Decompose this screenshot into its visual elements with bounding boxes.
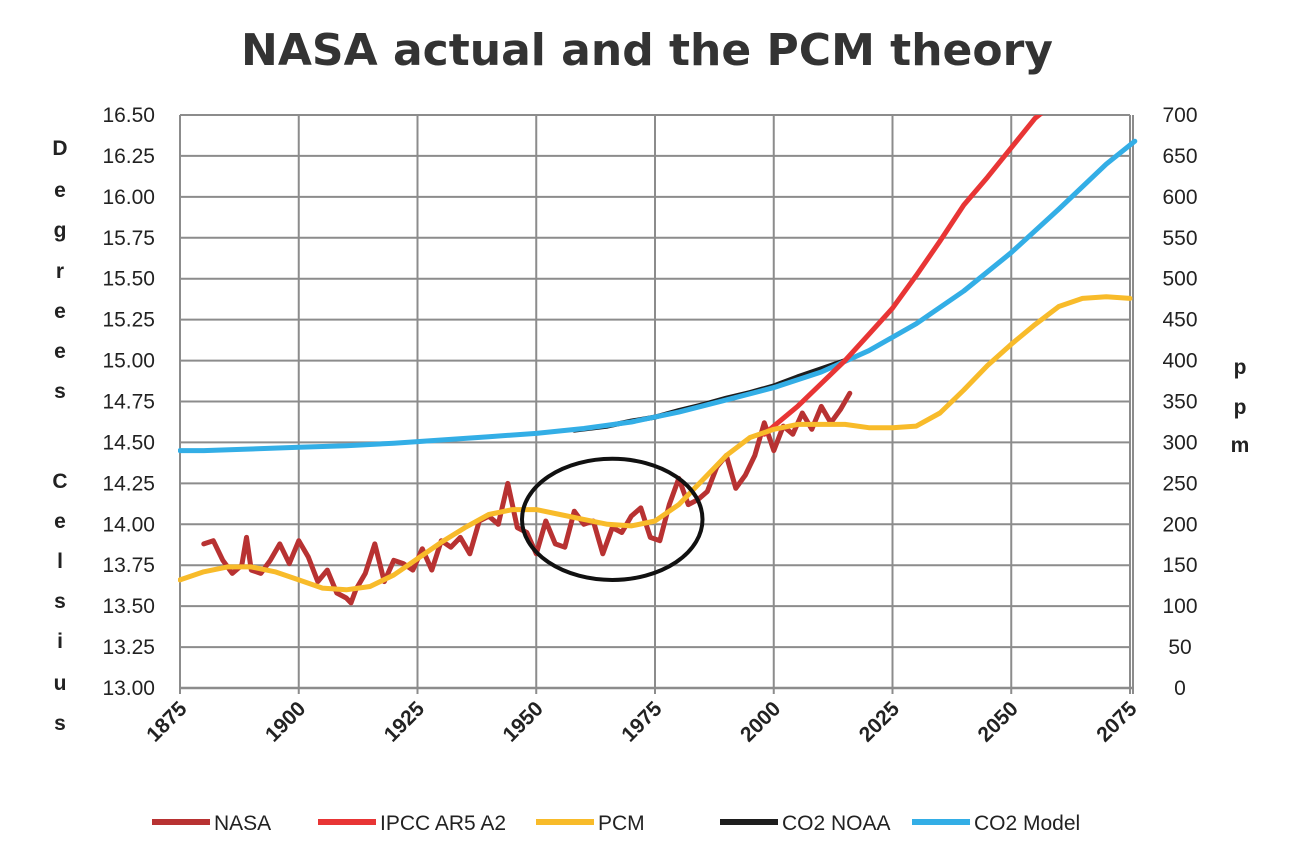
series-lines [178,115,1138,606]
right-tick-label: 450 [1162,309,1197,332]
legend-label: CO2 NOAA [782,812,891,835]
gridlines [179,114,1134,694]
left-axis-tick-labels: 13.00 13.25 13.50 13.75 14.00 14.25 14.50 14.75… [102,104,155,700]
left-axis-label-letter: e [54,510,66,533]
left-tick-label: 15.00 [102,350,155,373]
right-tick-label: 500 [1162,268,1197,291]
series-line-pcm [178,294,1133,593]
x-tick-label: 2000 [736,697,785,746]
right-tick-label: 650 [1162,145,1197,168]
left-tick-label: 13.00 [102,677,155,700]
x-tick-label: 2025 [855,697,905,747]
right-tick-label: 600 [1162,186,1197,209]
right-tick-label: 700 [1162,104,1197,127]
x-tick-label: 1875 [142,697,192,747]
legend-label: NASA [214,812,271,835]
left-tick-label: 13.75 [102,554,155,577]
legend-label: CO2 Model [974,812,1080,835]
legend-label: PCM [598,812,645,835]
left-axis-label-letter: s [54,712,66,735]
left-axis-label-letter: r [56,260,64,283]
left-axis-label-letter: e [54,340,66,363]
x-tick-label: 1925 [380,697,430,747]
legend-label: IPCC AR5 A2 [380,812,506,835]
left-tick-label: 14.00 [102,513,155,536]
annotations [520,456,705,582]
left-axis-label-letter: C [52,470,67,493]
left-tick-label: 16.00 [102,186,155,209]
right-tick-label: 150 [1162,554,1197,577]
right-axis-label-letter: p [1234,396,1247,419]
right-axis-label: ppm [1231,356,1250,457]
x-tick-label: 1950 [498,697,547,746]
right-tick-label: 100 [1162,595,1197,618]
left-axis-label-letter: g [54,219,67,242]
right-tick-label: 400 [1162,350,1197,373]
series-line-nasa [201,390,853,606]
left-tick-label: 14.75 [102,391,155,414]
series-line-co2-model [178,138,1138,454]
left-tick-label: 13.25 [102,636,155,659]
chart-title: NASA actual and the PCM theory [241,25,1053,76]
x-tick-label: 2050 [973,697,1022,746]
right-tick-label: 250 [1162,472,1197,495]
left-axis-label-letter: u [54,672,67,695]
legend: NASA IPCC AR5 A2 PCM CO2 NOAA CO2 Model [152,812,1080,835]
right-tick-label: 50 [1168,636,1191,659]
x-axis-tick-labels: 1875 1900 1925 1950 1975 2000 2025 2050 2075 [142,697,1142,747]
x-tick-label: 1975 [617,697,667,747]
left-tick-label: 15.25 [102,309,155,332]
highlight-ellipse [520,456,705,582]
x-tick-label: 2075 [1092,697,1142,747]
left-tick-label: 14.50 [102,431,155,454]
right-axis-label-letter: p [1234,356,1247,379]
left-axis-label-letter: D [52,137,67,160]
left-axis-label-letter: e [54,179,66,202]
left-tick-label: 14.25 [102,472,155,495]
left-tick-label: 16.25 [102,145,155,168]
left-tick-label: 15.75 [102,227,155,250]
right-axis-tick-labels: 0 50 100 150 200 250 300 350 400 450 500 550 600 650 7… [1162,104,1197,700]
right-tick-label: 550 [1162,227,1197,250]
left-tick-label: 13.50 [102,595,155,618]
right-tick-label: 350 [1162,391,1197,414]
left-axis-label-letter: i [57,630,63,653]
left-axis-label-letter: e [54,300,66,323]
right-axis-label-letter: m [1231,434,1250,457]
series-line-ipcc-ar5-a2 [761,115,1044,437]
left-tick-label: 16.50 [102,104,155,127]
left-axis-label-letter: s [54,590,66,613]
right-tick-label: 300 [1162,431,1197,454]
x-tick-label: 1900 [261,697,310,746]
left-axis-label-letter: s [54,380,66,403]
right-tick-label: 0 [1174,677,1186,700]
left-tick-label: 15.50 [102,268,155,291]
left-axis-label-letter: l [57,550,63,573]
right-tick-label: 200 [1162,513,1197,536]
